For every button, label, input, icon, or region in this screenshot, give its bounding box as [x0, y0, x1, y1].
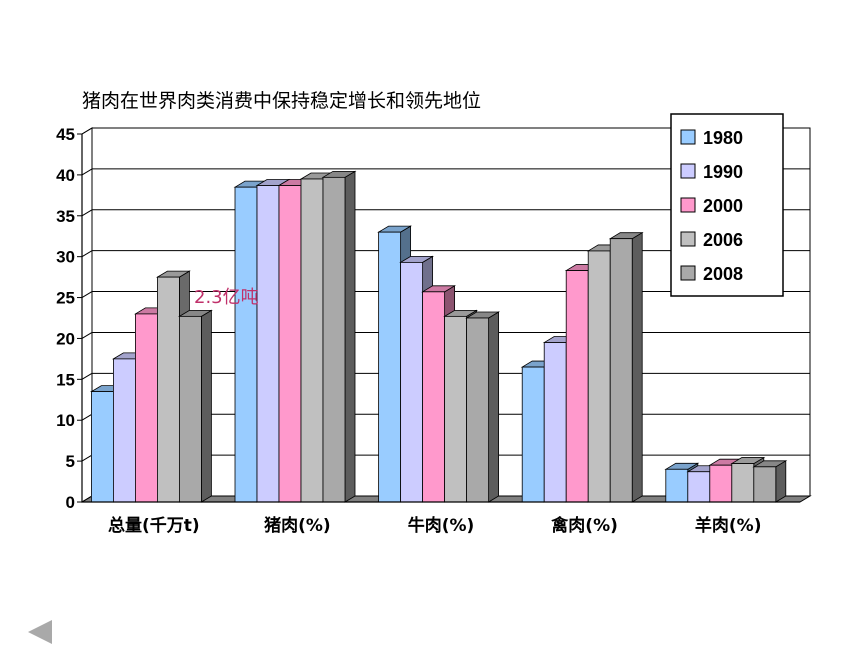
bar-2008-0-side: [201, 309, 212, 503]
bar-1980-3: [521, 366, 545, 503]
y-tick-label: 30: [56, 248, 75, 267]
gridline-side: [81, 495, 93, 503]
bar-2000-2: [422, 291, 446, 503]
gridline-side: [81, 168, 93, 176]
legend: 1980 1990 2000 2006 2008: [670, 113, 784, 297]
legend-swatch: [680, 231, 696, 247]
bar-1990-4: [687, 471, 711, 503]
bar-2006-1: [300, 178, 324, 503]
y-tick-label: 40: [56, 166, 75, 185]
bar-2006-3: [587, 250, 611, 503]
bar-2008-2-side: [488, 311, 500, 503]
y-tick-label: 0: [66, 493, 75, 512]
legend-swatch: [680, 163, 696, 179]
legend-entry: 2000: [703, 196, 743, 216]
category-label: 牛肉(%): [408, 515, 475, 536]
gridline-side: [81, 291, 93, 298]
bar-2000-1: [278, 185, 302, 503]
gridline-side: [81, 127, 93, 135]
y-tick-labels: 0 5 10 15 20 25 30 35 40 45: [56, 125, 75, 512]
axes: [77, 133, 800, 503]
category-label: 猪肉(%): [264, 515, 331, 536]
bar-2006-0: [157, 276, 180, 503]
annotation-label: 2.3亿吨: [194, 287, 259, 308]
gridline-side: [81, 413, 93, 421]
bar-2000-3: [565, 270, 589, 503]
legend-entry: 2006: [703, 230, 743, 250]
bar-2008-4: [753, 466, 777, 503]
legend-entry: 1980: [703, 128, 743, 148]
chart-title: 猪肉在世界肉类消费中保持稳定增长和领先地位: [82, 90, 482, 112]
bar-1980-0: [91, 391, 114, 503]
gridline-side: [81, 372, 93, 380]
bar-2008-3: [609, 238, 633, 503]
previous-slide-arrow-icon[interactable]: [28, 620, 52, 644]
legend-swatch: [680, 129, 696, 145]
side-wall: [81, 127, 93, 503]
bar-2006-4: [731, 463, 755, 503]
legend-entry: 2008: [703, 264, 743, 284]
gridline-side: [81, 332, 93, 339]
category-labels: 总量(千万t) 猪肉(%) 牛肉(%) 禽肉(%) 羊肉(%): [108, 515, 762, 536]
y-tick-label: 5: [66, 452, 75, 471]
bar-1990-3: [543, 342, 567, 503]
y-tick-label: 45: [56, 125, 75, 144]
bar-1980-2: [378, 231, 402, 503]
y-tick-label: 10: [56, 411, 75, 430]
gridline-side: [81, 209, 93, 217]
bar-2008-0: [179, 315, 202, 503]
bar-2008-2: [466, 317, 490, 503]
bar-2000-4: [709, 464, 733, 503]
bar-2006-2: [444, 315, 468, 503]
legend-swatch: [680, 197, 696, 213]
bar-1990-2: [400, 261, 424, 503]
bar-2008-1: [322, 176, 346, 503]
legend-entry: 1990: [703, 162, 743, 182]
bar-2008-4-side: [775, 460, 787, 503]
annotations: 2.3亿吨: [194, 287, 259, 308]
bar-1990-1: [256, 185, 280, 503]
legend-swatch: [680, 265, 696, 281]
y-tick-label: 15: [56, 370, 75, 389]
gridline-side: [81, 454, 93, 462]
bar-2008-3-side: [631, 231, 643, 503]
category-label: 禽肉(%): [550, 515, 618, 536]
gridline-side: [81, 250, 93, 258]
bar-1980-4: [665, 468, 689, 503]
bar-2000-0: [135, 313, 158, 503]
bar-2008-1-side: [344, 170, 356, 503]
y-tick-label: 20: [56, 329, 75, 348]
y-tick-label: 25: [56, 289, 75, 308]
bar-1990-0: [113, 358, 136, 503]
category-label: 羊肉(%): [695, 515, 762, 536]
bar-1980-1: [234, 186, 258, 503]
y-tick-label: 35: [56, 207, 75, 226]
category-label: 总量(千万t): [108, 515, 200, 536]
bars: [89, 170, 788, 503]
